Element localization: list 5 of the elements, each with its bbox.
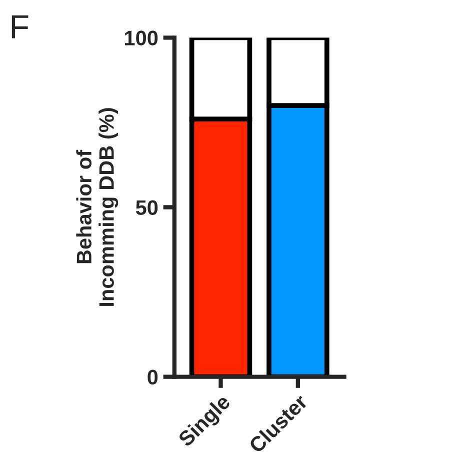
y-tick-label: 0 [148, 370, 158, 385]
y-tick-label: 50 [136, 200, 158, 215]
chart-title: F [12, 15, 28, 38]
y-axis-title: Behavior of Incomming DDB (%) [76, 108, 118, 306]
y-tick-label: 100 [125, 30, 158, 46]
